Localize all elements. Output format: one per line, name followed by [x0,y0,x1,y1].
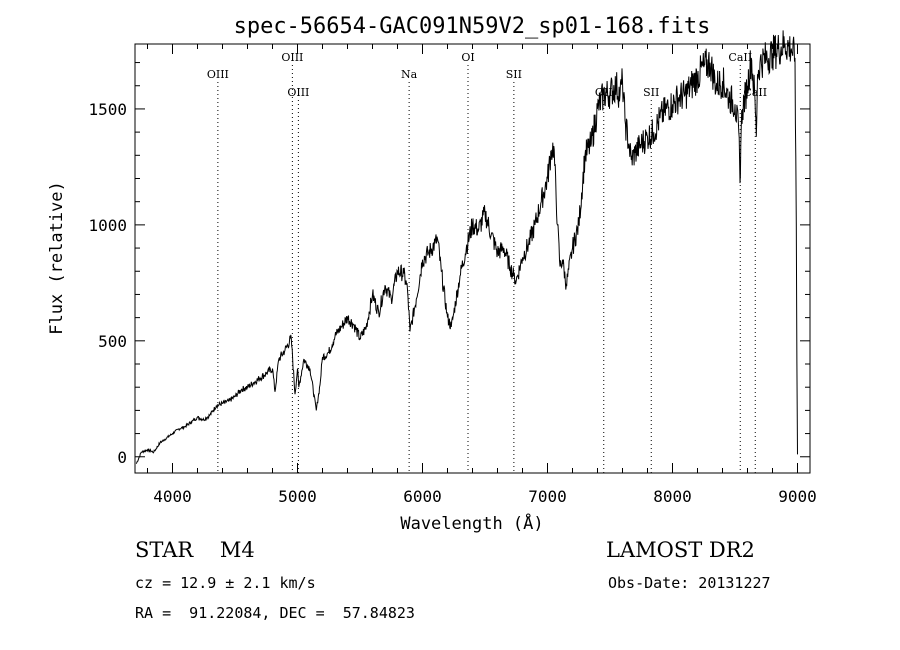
line-marker-label: SII [506,68,522,81]
x-tick-label: 7000 [528,487,567,506]
line-marker-label: OI [461,51,474,64]
redshift-velocity: cz = 12.9 ± 2.1 km/s [135,574,316,592]
line-marker-label: SII [643,86,659,99]
x-axis-label: Wavelength (Å) [400,512,543,534]
y-tick-label: 500 [98,332,127,351]
x-tick-label: 5000 [278,487,317,506]
observation-date: Obs-Date: 20131227 [608,574,771,592]
chart-title: spec-56654-GAC091N59V2_sp01-168.fits [234,14,711,39]
spectrum-line [135,30,798,464]
x-tick-label: 9000 [778,487,817,506]
line-marker-label: OIII [207,68,229,81]
line-marker-label: Na [401,68,418,81]
x-tick-label: 4000 [153,487,192,506]
x-tick-label: 8000 [653,487,692,506]
y-axis-label: Flux (relative) [47,181,67,335]
y-tick-label: 1000 [88,216,127,235]
sky-coordinates: RA = 91.22084, DEC = 57.84823 [135,604,415,622]
x-tick-label: 6000 [403,487,442,506]
plot-frame [134,43,811,474]
axis-ticks: 4000 5000 6000 7000 8000 9000 0 500 1000 1500 [88,44,817,506]
line-marker-label: OIII [281,51,303,64]
star-classification: STAR M4 [135,538,255,562]
survey-name: LAMOST DR2 [606,538,755,562]
line-marker-label: OIII [287,86,309,99]
y-tick-label: 0 [117,448,127,467]
y-tick-label: 1500 [88,100,127,119]
line-marker-label: CaII [728,51,752,64]
